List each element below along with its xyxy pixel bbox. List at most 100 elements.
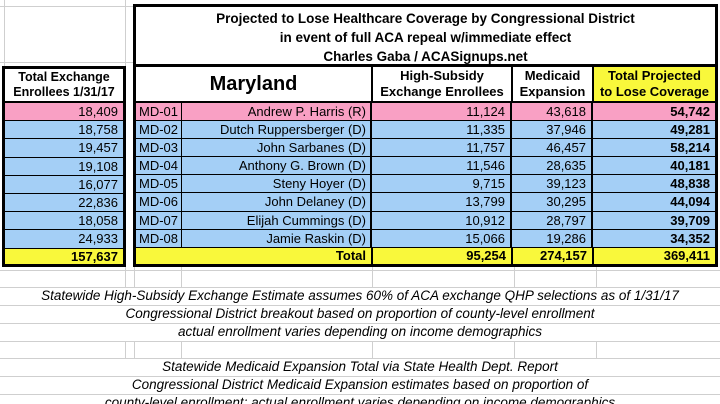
- medicaid-header-cell[interactable]: Medicaid Expansion: [513, 67, 594, 101]
- representative-cell[interactable]: Dutch Ruppersberger (D): [182, 120, 372, 138]
- gridline: [181, 267, 182, 287]
- representative-cell[interactable]: Jamie Raskin (D): [182, 229, 372, 247]
- total-row: Total 95,254 274,157 369,411: [136, 248, 715, 264]
- medicaid-cell[interactable]: 43,618: [512, 102, 593, 120]
- district-row: MD-06 John Delaney (D) 13,799 30,295 44,…: [136, 193, 715, 212]
- district-cell[interactable]: MD-04: [136, 157, 182, 175]
- district-cell[interactable]: MD-03: [136, 138, 182, 157]
- header-line: Enrollees 1/31/17: [13, 85, 115, 99]
- total-cell[interactable]: 49,281: [670, 121, 710, 137]
- gridline: [0, 62, 133, 63]
- header-line: Total Projected: [608, 67, 701, 83]
- title-line-1: Projected to Lose Healthcare Coverage by…: [216, 11, 635, 26]
- medicaid-footnote-line-2[interactable]: Congressional District Medicaid Expansio…: [131, 377, 589, 392]
- exchange-cell[interactable]: 13,799: [372, 193, 512, 211]
- gridline: [125, 267, 126, 287]
- total-cell[interactable]: 44,094: [670, 194, 710, 210]
- exchange-footnote-line-1[interactable]: Statewide High-Subsidy Exchange Estimate…: [41, 288, 679, 303]
- exchange-enrollees-cell-md08[interactable]: 24,933: [5, 230, 123, 249]
- table-title[interactable]: Projected to Lose Healthcare Coverage by…: [136, 7, 715, 67]
- gridline: [372, 267, 373, 287]
- district-cell[interactable]: MD-01: [136, 102, 182, 120]
- header-line: High-Subsidy: [400, 67, 484, 83]
- exchange-enrollees-cell-md02[interactable]: 18,758: [5, 121, 123, 140]
- exchange-total-cell[interactable]: 95,254: [373, 248, 513, 264]
- exchange-enrollees-cell-md06[interactable]: 22,836: [5, 193, 123, 213]
- exchange-cell[interactable]: 11,757: [372, 138, 512, 157]
- gridline: [0, 305, 720, 306]
- district-row: MD-05 Steny Hoyer (D) 9,715 39,123 48,83…: [136, 175, 715, 194]
- header-line: Exchange Enrollees: [380, 83, 504, 99]
- header-line: Total Exchange: [18, 70, 110, 84]
- district-cell[interactable]: MD-05: [136, 175, 182, 193]
- total-cell[interactable]: 48,838: [670, 176, 710, 192]
- medicaid-footnote-line-1[interactable]: Statewide Medicaid Expansion Total via S…: [162, 359, 558, 374]
- exchange-enrollees-cell-md03[interactable]: 19,457: [5, 139, 123, 158]
- exchange-enrollees-cell-md04[interactable]: 19,108: [5, 157, 123, 176]
- gridline: [0, 287, 720, 288]
- exchange-enrollees-cell-md01[interactable]: 18,409: [5, 103, 123, 122]
- medicaid-cell[interactable]: 46,457: [512, 138, 593, 157]
- gridline: [514, 341, 515, 358]
- district-row: MD-08 Jamie Raskin (D) 15,066 19,286 34,…: [136, 229, 715, 248]
- exchange-enrollees-cell-md07[interactable]: 18,058: [5, 212, 123, 231]
- high-subsidy-header-cell[interactable]: High-Subsidy Exchange Enrollees: [373, 67, 513, 101]
- district-cell[interactable]: MD-08: [136, 229, 182, 247]
- total-cell[interactable]: 40,181: [670, 158, 710, 174]
- exchange-enrollees-cell-md05[interactable]: 16,077: [5, 175, 123, 194]
- gridline: [181, 341, 182, 358]
- state-header-cell[interactable]: Maryland: [136, 67, 373, 101]
- medicaid-cell[interactable]: 19,286: [512, 229, 593, 247]
- total-exchange-enrollees-header[interactable]: Total Exchange Enrollees 1/31/17: [5, 69, 123, 103]
- total-cell[interactable]: 58,214: [670, 139, 710, 155]
- header-line: to Lose Coverage: [599, 83, 710, 99]
- exchange-cell[interactable]: 9,715: [372, 175, 512, 193]
- medicaid-footnote-line-3[interactable]: county-level enrollment; actual enrollme…: [104, 395, 616, 404]
- medicaid-cell[interactable]: 39,123: [512, 175, 593, 193]
- representative-cell[interactable]: Anthony G. Brown (D): [182, 157, 372, 175]
- gridline: [134, 341, 135, 358]
- gridline: [125, 0, 126, 66]
- total-projected-header-cell[interactable]: Total Projected to Lose Coverage: [594, 67, 715, 101]
- district-row: MD-01 Andrew P. Harris (R) 11,124 43,618…: [136, 102, 715, 121]
- medicaid-cell[interactable]: 28,797: [512, 211, 593, 229]
- total-cell[interactable]: 39,709: [670, 212, 710, 228]
- header-line: Expansion: [519, 83, 586, 99]
- title-line-2: in event of full ACA repeal w/immediate …: [279, 30, 572, 45]
- exchange-footnote-line-2[interactable]: Congressional District breakout based on…: [125, 306, 595, 321]
- exchange-cell[interactable]: 11,124: [372, 102, 512, 120]
- column-header-row: Maryland High-Subsidy Exchange Enrollees…: [136, 67, 715, 103]
- representative-cell[interactable]: Elijah Cummings (D): [182, 211, 372, 229]
- medicaid-cell[interactable]: 37,946: [512, 120, 593, 138]
- gridline: [4, 0, 5, 66]
- exchange-cell[interactable]: 11,335: [372, 120, 512, 138]
- medicaid-cell[interactable]: 28,635: [512, 157, 593, 175]
- medicaid-total-cell[interactable]: 274,157: [513, 248, 594, 264]
- gridline: [125, 341, 126, 358]
- grand-total-cell[interactable]: 369,411: [663, 248, 710, 263]
- representative-cell[interactable]: John Delaney (D): [182, 193, 372, 211]
- exchange-cell[interactable]: 15,066: [372, 229, 512, 247]
- total-label-cell[interactable]: Total: [136, 248, 373, 264]
- total-cell[interactable]: 54,742: [670, 103, 710, 119]
- district-cell[interactable]: MD-06: [136, 193, 182, 211]
- representative-cell[interactable]: John Sarbanes (D): [182, 138, 372, 157]
- exchange-enrollees-total-cell[interactable]: 157,637: [5, 248, 123, 264]
- gridline: [0, 394, 720, 395]
- total-cell[interactable]: 34,352: [670, 230, 710, 246]
- gridline: [514, 267, 515, 287]
- district-cell[interactable]: MD-02: [136, 120, 182, 138]
- exchange-footnote-line-3[interactable]: actual enrollment varies depending on in…: [178, 324, 542, 339]
- representative-cell[interactable]: Steny Hoyer (D): [182, 175, 372, 193]
- district-row: MD-04 Anthony G. Brown (D) 11,546 28,635…: [136, 157, 715, 176]
- exchange-cell[interactable]: 11,546: [372, 157, 512, 175]
- representative-cell[interactable]: Andrew P. Harris (R): [182, 102, 372, 120]
- gridline: [372, 341, 373, 358]
- exchange-cell[interactable]: 10,912: [372, 211, 512, 229]
- gridline: [0, 6, 133, 7]
- district-row: MD-03 John Sarbanes (D) 11,757 46,457 58…: [136, 138, 715, 158]
- district-row: MD-07 Elijah Cummings (D) 10,912 28,797 …: [136, 211, 715, 230]
- district-cell[interactable]: MD-07: [136, 211, 182, 229]
- medicaid-cell[interactable]: 30,295: [512, 193, 593, 211]
